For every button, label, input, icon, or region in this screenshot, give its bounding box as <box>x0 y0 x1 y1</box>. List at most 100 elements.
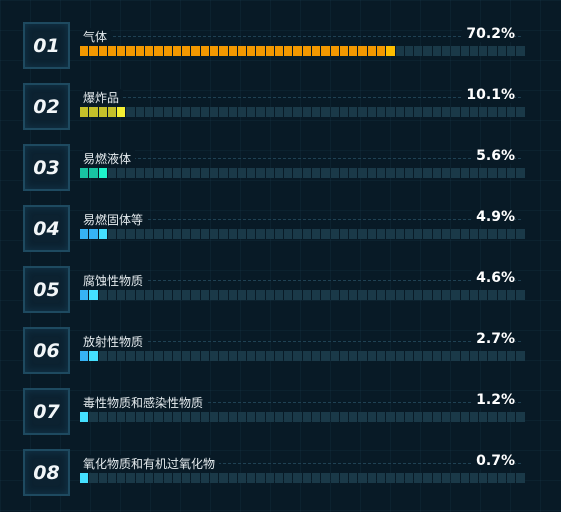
progress-segment-empty <box>302 290 312 300</box>
progress-segment-filled <box>284 46 293 56</box>
category-label: 易燃固体等 <box>83 211 148 228</box>
progress-segment-empty <box>358 229 367 239</box>
progress-segment-empty <box>367 229 376 239</box>
progress-bar <box>80 107 525 117</box>
progress-segment-empty <box>163 351 172 361</box>
divider <box>83 280 521 281</box>
progress-segment-empty <box>516 351 525 361</box>
progress-segment-empty <box>117 473 126 483</box>
progress-segment-filled <box>386 46 395 56</box>
progress-segment-filled <box>98 46 107 56</box>
progress-segment-empty <box>182 107 191 117</box>
progress-segment-filled <box>89 46 98 56</box>
progress-segment-empty <box>284 290 293 300</box>
progress-segment-empty <box>506 107 516 117</box>
progress-segment-empty <box>247 412 256 422</box>
progress-segment-empty <box>395 229 404 239</box>
progress-segment-empty <box>404 168 414 178</box>
progress-bar <box>80 229 525 239</box>
progress-segment-empty <box>144 351 154 361</box>
progress-segment-empty <box>414 351 423 361</box>
progress-segment-empty <box>479 290 488 300</box>
progress-segment-empty <box>358 168 367 178</box>
divider <box>83 341 521 342</box>
progress-segment-empty <box>209 351 219 361</box>
progress-segment-empty <box>228 412 237 422</box>
percent-value: 0.7% <box>472 453 515 469</box>
progress-segment-empty <box>339 412 349 422</box>
category-label: 气体 <box>83 28 112 45</box>
progress-segment-empty <box>330 290 339 300</box>
progress-segment-filled <box>349 46 358 56</box>
progress-segment-empty <box>497 46 506 56</box>
percent-value: 5.6% <box>472 148 515 164</box>
progress-segment-empty <box>432 107 441 117</box>
progress-segment-empty <box>506 290 516 300</box>
progress-segment-empty <box>460 412 469 422</box>
rank-badge: 05 <box>23 266 70 313</box>
progress-segment-empty <box>144 473 154 483</box>
progress-segment-filled <box>182 46 191 56</box>
progress-segment-empty <box>89 473 98 483</box>
progress-segment-empty <box>154 229 163 239</box>
progress-segment-empty <box>107 412 117 422</box>
progress-segment-empty <box>256 168 265 178</box>
list-item: 08 氧化物质和有机过氧化物 0.7% <box>0 449 561 511</box>
progress-segment-empty <box>451 46 460 56</box>
progress-segment-empty <box>441 290 451 300</box>
progress-segment-empty <box>469 473 479 483</box>
progress-segment-empty <box>423 351 432 361</box>
progress-segment-empty <box>154 412 163 422</box>
progress-segment-empty <box>516 412 525 422</box>
progress-segment-empty <box>349 107 358 117</box>
progress-segment-empty <box>377 168 386 178</box>
progress-segment-empty <box>237 290 247 300</box>
progress-segment-empty <box>228 351 237 361</box>
progress-segment-empty <box>441 229 451 239</box>
progress-segment-empty <box>107 229 117 239</box>
progress-segment-empty <box>209 229 219 239</box>
progress-segment-empty <box>135 290 144 300</box>
progress-segment-empty <box>414 473 423 483</box>
progress-segment-empty <box>488 412 497 422</box>
progress-segment-empty <box>395 351 404 361</box>
progress-segment-empty <box>265 412 274 422</box>
progress-segment-empty <box>98 351 107 361</box>
progress-segment-empty <box>228 107 237 117</box>
progress-segment-filled <box>237 46 247 56</box>
progress-segment-empty <box>460 107 469 117</box>
progress-segment-empty <box>247 107 256 117</box>
progress-segment-empty <box>349 168 358 178</box>
progress-segment-empty <box>302 107 312 117</box>
progress-segment-empty <box>460 290 469 300</box>
progress-segment-empty <box>247 168 256 178</box>
progress-segment-empty <box>312 107 321 117</box>
progress-segment-empty <box>441 107 451 117</box>
percent-value: 4.6% <box>472 270 515 286</box>
progress-segment-filled <box>80 290 89 300</box>
progress-segment-empty <box>377 473 386 483</box>
progress-segment-empty <box>497 168 506 178</box>
progress-segment-empty <box>516 46 525 56</box>
progress-segment-filled <box>377 46 386 56</box>
progress-segment-empty <box>182 473 191 483</box>
list-item: 06 放射性物质 2.7% <box>0 327 561 389</box>
progress-segment-empty <box>488 290 497 300</box>
progress-segment-empty <box>247 229 256 239</box>
progress-segment-empty <box>349 351 358 361</box>
progress-segment-empty <box>479 351 488 361</box>
progress-segment-filled <box>274 46 284 56</box>
progress-segment-empty <box>479 168 488 178</box>
progress-segment-filled <box>265 46 274 56</box>
progress-segment-empty <box>432 473 441 483</box>
progress-segment-empty <box>107 351 117 361</box>
progress-segment-empty <box>312 351 321 361</box>
rank-badge: 03 <box>23 144 70 191</box>
progress-segment-empty <box>497 351 506 361</box>
progress-segment-empty <box>144 107 154 117</box>
progress-segment-empty <box>367 473 376 483</box>
progress-segment-empty <box>154 351 163 361</box>
progress-segment-filled <box>312 46 321 56</box>
progress-segment-empty <box>395 168 404 178</box>
progress-segment-empty <box>237 412 247 422</box>
